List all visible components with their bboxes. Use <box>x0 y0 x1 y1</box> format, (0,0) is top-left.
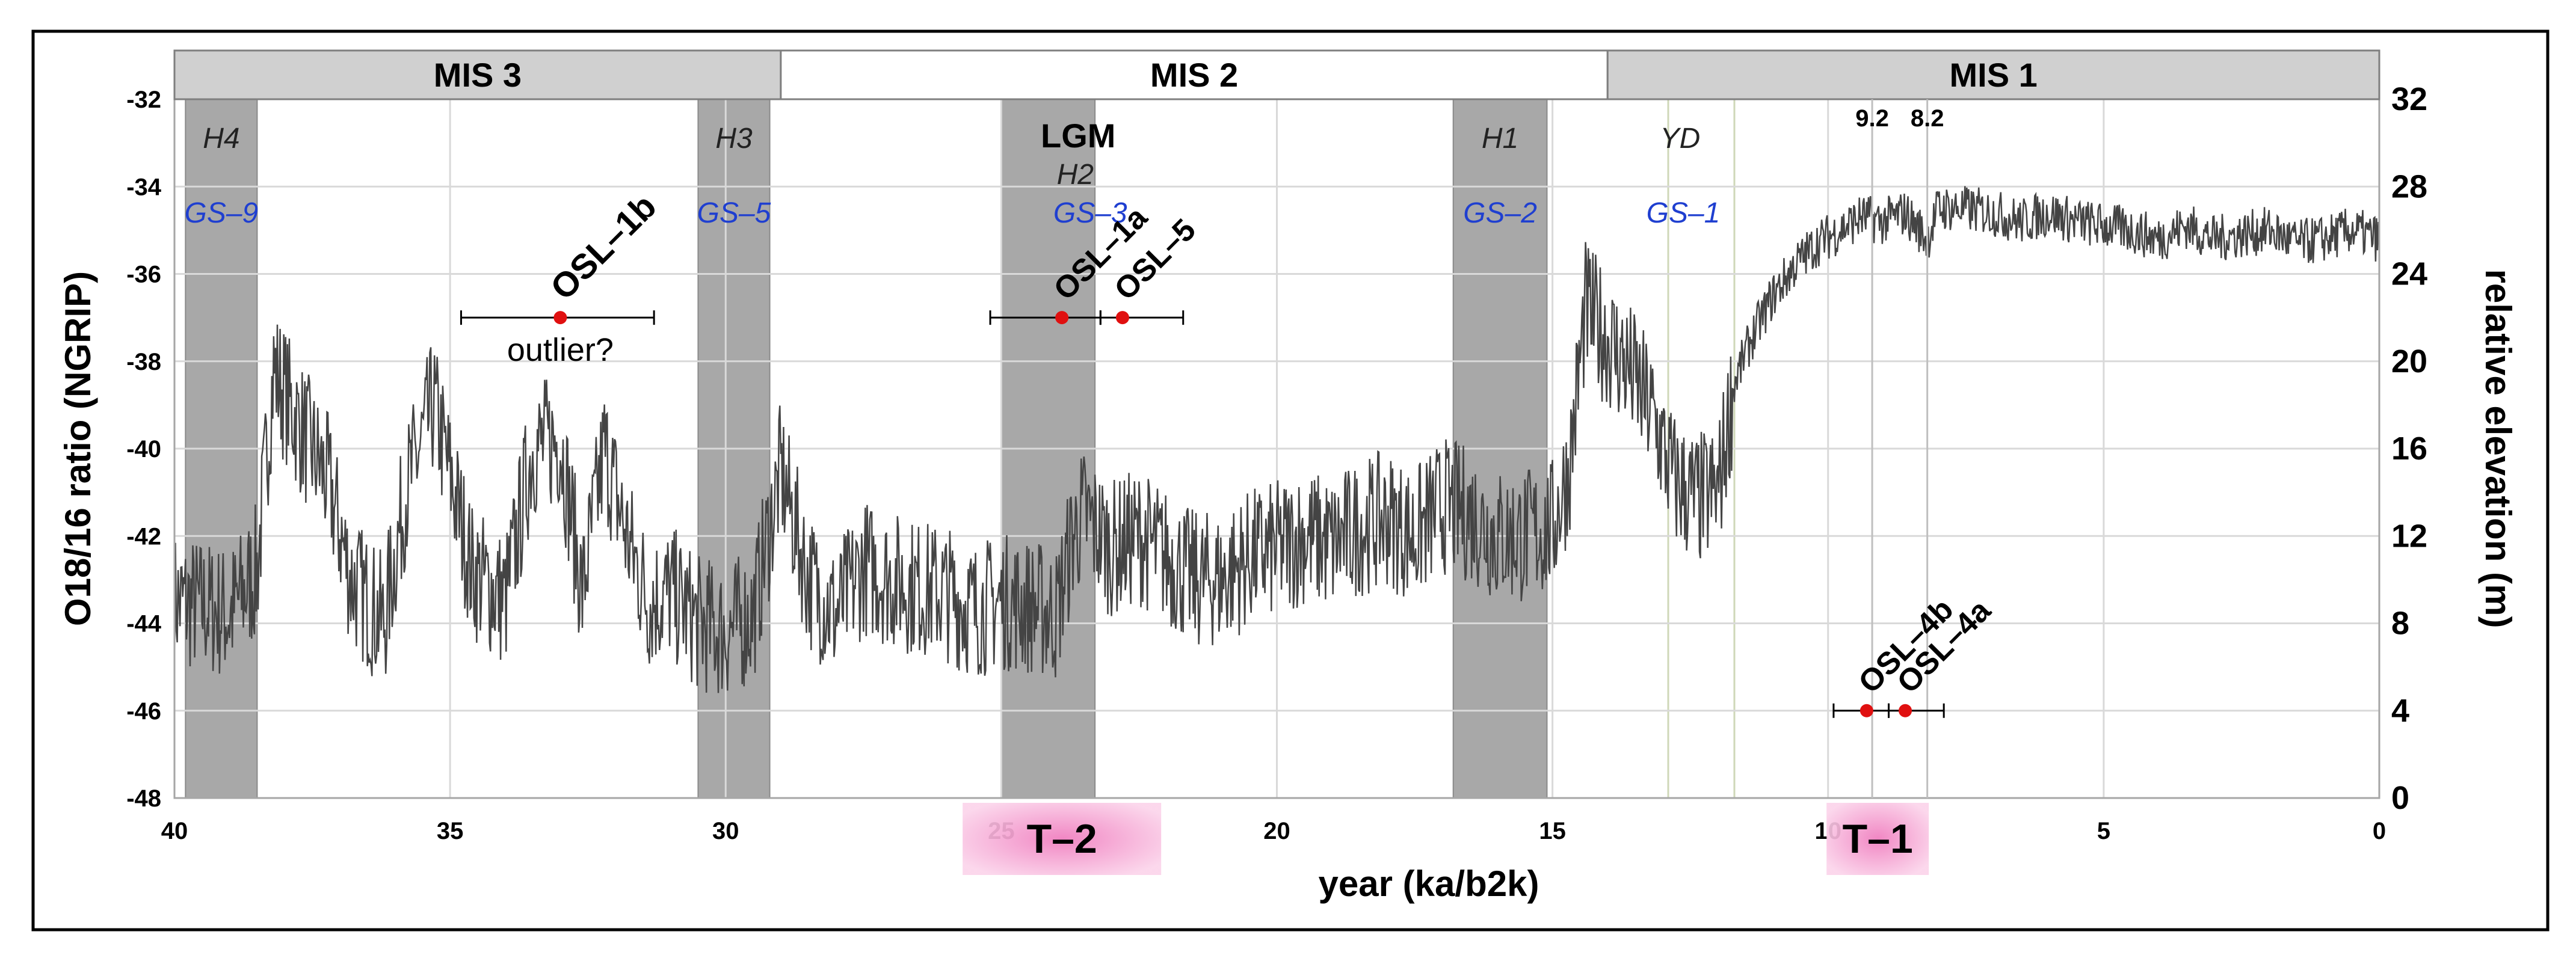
stadial-label: GS–9 <box>185 197 259 229</box>
y2-tick-label: 4 <box>2391 693 2409 729</box>
y2-tick-label: 16 <box>2391 431 2427 467</box>
series-line-ngrip <box>173 186 2380 693</box>
y-tick-label: -40 <box>126 436 161 462</box>
y-tick-label: -42 <box>126 523 161 550</box>
y-tick-label: -48 <box>126 785 161 812</box>
event-label: LGM <box>1041 117 1115 155</box>
marker-label: 9.2 <box>1855 105 1889 132</box>
osl-point <box>1115 311 1129 325</box>
mis-stage-label: MIS 3 <box>434 56 522 94</box>
y2-tick-label: 28 <box>2391 168 2427 204</box>
event-label: H3 <box>715 123 753 155</box>
y2-axis-label: relative elevation (m) <box>2478 269 2518 628</box>
stadial-label: GS–1 <box>1647 197 1721 229</box>
termination-box <box>1826 803 1929 875</box>
y2-tick-label: 0 <box>2391 780 2409 816</box>
event-label: H4 <box>203 123 239 155</box>
osl-note: outlier? <box>507 332 614 368</box>
y2-tick-label: 8 <box>2391 606 2409 642</box>
x-tick-label: 0 <box>2373 818 2386 844</box>
y-tick-label: -44 <box>126 611 162 637</box>
mis-stage-box <box>1606 49 2380 100</box>
stadial-label: GS–3 <box>1053 197 1127 229</box>
y-tick-label: -32 <box>126 87 161 113</box>
y-tick-label: -36 <box>126 262 161 288</box>
y2-tick-label: 32 <box>2391 81 2427 117</box>
outer-border <box>31 29 2550 932</box>
osl-point <box>1860 704 1873 717</box>
mis-stage-label: MIS 2 <box>1150 56 1238 94</box>
stadial-label: GS–5 <box>697 197 771 229</box>
osl-point <box>1899 704 1912 717</box>
x-tick-label: 40 <box>161 818 188 844</box>
stadial-label: GS–2 <box>1463 197 1537 229</box>
event-label: YD <box>1660 123 1701 155</box>
event-label-secondary: H2 <box>1057 159 1094 191</box>
event-label: H1 <box>1482 123 1518 155</box>
x-tick-label: 20 <box>1263 818 1290 844</box>
mis-stage-label: MIS 1 <box>1949 56 2037 94</box>
y2-tick-label: 12 <box>2391 518 2427 554</box>
y-tick-label: -34 <box>126 174 162 200</box>
x-tick-label: 30 <box>712 818 739 844</box>
osl-point <box>1055 311 1069 325</box>
marker-label: 8.2 <box>1911 105 1944 132</box>
termination-box <box>963 803 1162 875</box>
y2-tick-label: 24 <box>2391 256 2427 292</box>
y-axis-label: O18/16 ratio (NGRIP) <box>58 271 98 626</box>
y-tick-label: -46 <box>126 698 161 725</box>
x-tick-label: 15 <box>1539 818 1566 844</box>
mis-stage-box <box>173 49 782 100</box>
y2-tick-label: 20 <box>2391 343 2427 379</box>
x-tick-label: 5 <box>2097 818 2110 844</box>
osl-point <box>553 311 567 325</box>
termination-label: T–2 <box>1027 816 1097 862</box>
y-tick-label: -38 <box>126 349 161 375</box>
x-tick-label: 35 <box>437 818 464 844</box>
x-axis-label: year (ka/b2k) <box>1319 864 1539 904</box>
mis-stage-box <box>780 49 1609 100</box>
termination-label: T–1 <box>1843 816 1913 862</box>
